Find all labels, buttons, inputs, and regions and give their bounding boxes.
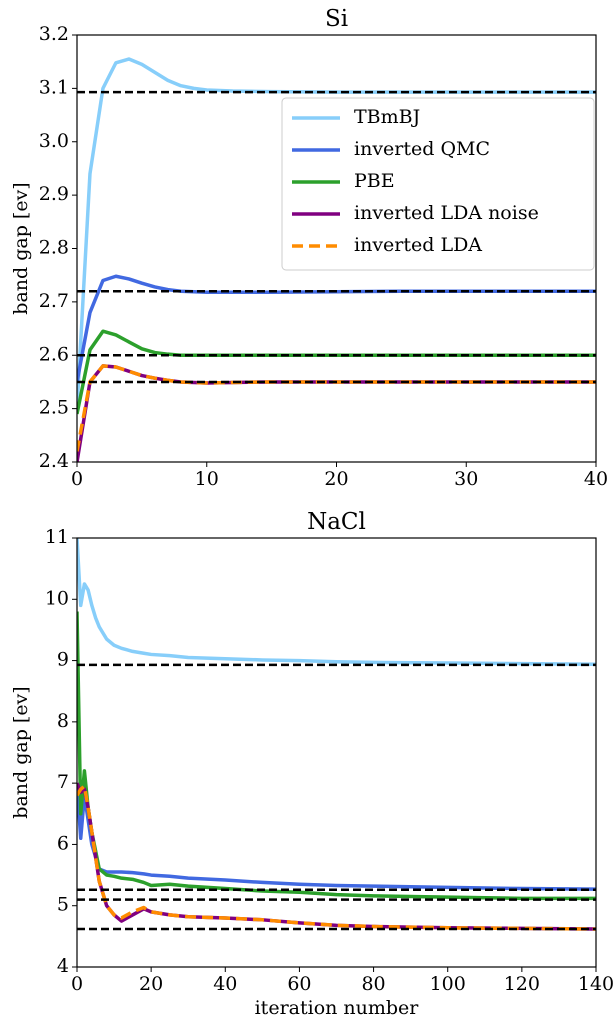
series-line — [77, 57, 596, 409]
chart-title: NaCl — [307, 509, 366, 535]
series-line — [77, 783, 596, 891]
series-line — [77, 784, 596, 931]
series-line — [77, 538, 596, 666]
x-tick-label: 20 — [139, 973, 163, 995]
axes-frame — [76, 537, 597, 968]
y-tick-label: 2.8 — [39, 237, 69, 259]
x-tick-label: 100 — [430, 973, 466, 995]
legend-box — [281, 97, 595, 271]
x-tick-label: 140 — [578, 973, 614, 995]
y-tick-label: 5 — [57, 894, 69, 916]
x-tick-label: 60 — [287, 973, 311, 995]
y-tick-label: 2.4 — [39, 450, 69, 472]
series-line — [77, 782, 596, 931]
x-tick-label: 10 — [195, 468, 219, 490]
legend-label: inverted LDA — [354, 234, 482, 256]
y-tick-label: 7 — [57, 771, 69, 793]
y-tick-label: 3.2 — [39, 23, 69, 45]
x-tick-label: 80 — [361, 973, 385, 995]
y-tick-label: 2.6 — [39, 343, 69, 365]
y-tick-label: 4 — [57, 955, 69, 977]
axes-frame — [76, 34, 597, 463]
x-tick-label: 0 — [71, 973, 83, 995]
y-axis-label: band gap [ev] — [10, 686, 32, 818]
x-tick-label: 120 — [504, 973, 540, 995]
y-tick-label: 10 — [45, 587, 69, 609]
y-tick-label: 11 — [45, 526, 69, 548]
x-tick-label: 40 — [213, 973, 237, 995]
y-tick-label: 9 — [57, 649, 69, 671]
x-tick-label: 30 — [454, 468, 478, 490]
chart-title: Si — [325, 6, 348, 32]
series-line — [77, 364, 596, 452]
x-axis-label: iteration number — [255, 997, 420, 1019]
legend-label: inverted LDA noise — [354, 202, 539, 224]
series-line — [77, 329, 596, 415]
y-tick-label: 2.7 — [39, 290, 69, 312]
y-tick-label: 3.1 — [39, 76, 69, 98]
y-tick-label: 2.5 — [39, 397, 69, 419]
y-tick-label: 8 — [57, 710, 69, 732]
x-tick-label: 40 — [584, 468, 608, 490]
legend-label: TBmBJ — [354, 106, 420, 128]
legend-label: inverted QMC — [354, 138, 490, 160]
legend-label: PBE — [354, 170, 395, 192]
y-tick-label: 2.9 — [39, 183, 69, 205]
x-tick-label: 0 — [71, 468, 83, 490]
plot-area — [77, 57, 596, 462]
y-tick-label: 3.0 — [39, 130, 69, 152]
y-axis-label: band gap [ev] — [10, 182, 32, 314]
y-tick-label: 6 — [57, 832, 69, 854]
plot-area — [77, 538, 596, 931]
x-tick-label: 20 — [324, 468, 348, 490]
